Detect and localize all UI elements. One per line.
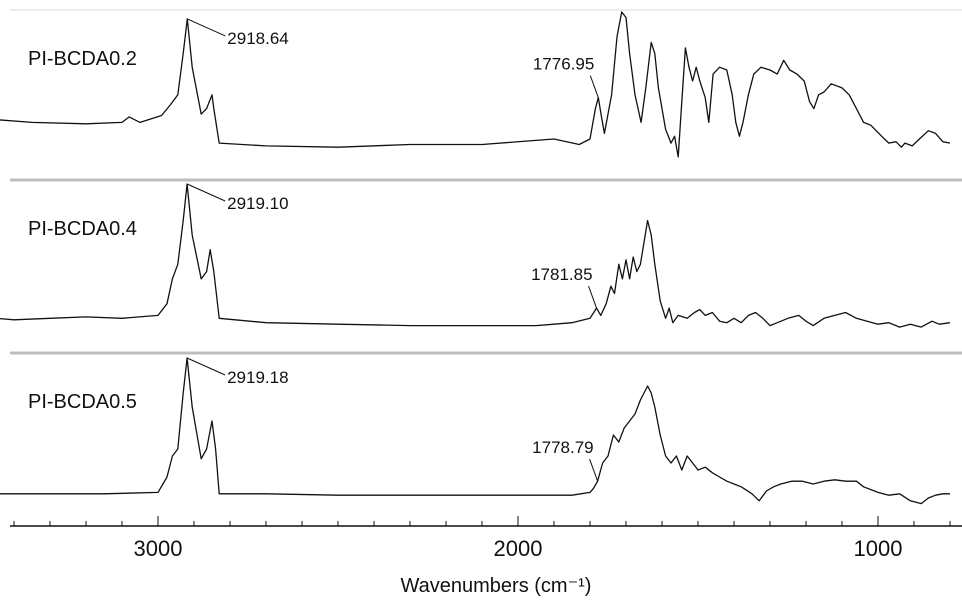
peak-label: 2919.10 — [227, 194, 288, 213]
peak-label: 1781.85 — [531, 265, 592, 284]
peak-leader-line — [186, 183, 226, 202]
spectra — [0, 11, 951, 505]
panel-frames — [10, 9, 962, 355]
series-label: PI-BCDA0.5 — [28, 391, 137, 413]
x-axis-title: Wavenumbers (cm⁻¹) — [401, 575, 592, 597]
series-label: PI-BCDA0.2 — [28, 48, 137, 70]
peak-label: 2918.64 — [227, 29, 288, 48]
spectrum-line — [0, 357, 950, 505]
peak-leader-line — [589, 459, 599, 482]
peak-leader-line — [588, 285, 598, 309]
spectrum-line — [0, 11, 951, 158]
x-tick-label: 1000 — [854, 536, 903, 561]
x-axis: 3000 2000 1000 — [10, 516, 962, 561]
peak-leader-line — [589, 75, 599, 98]
x-tick-label: 3000 — [134, 536, 183, 561]
x-tick-label: 2000 — [494, 536, 543, 561]
peak-label: 1776.95 — [533, 55, 594, 74]
peak-leader-line — [187, 18, 226, 37]
peak-label: 1778.79 — [532, 438, 593, 457]
series-label: PI-BCDA0.4 — [28, 218, 137, 240]
peak-label: 2919.18 — [227, 368, 288, 387]
spectrum-line — [0, 183, 951, 328]
annotations: PI-BCDA0.2 2918.64 1776.95 PI-BCDA0.4 2919.1… — [28, 18, 599, 482]
peak-leader-line — [186, 357, 226, 376]
